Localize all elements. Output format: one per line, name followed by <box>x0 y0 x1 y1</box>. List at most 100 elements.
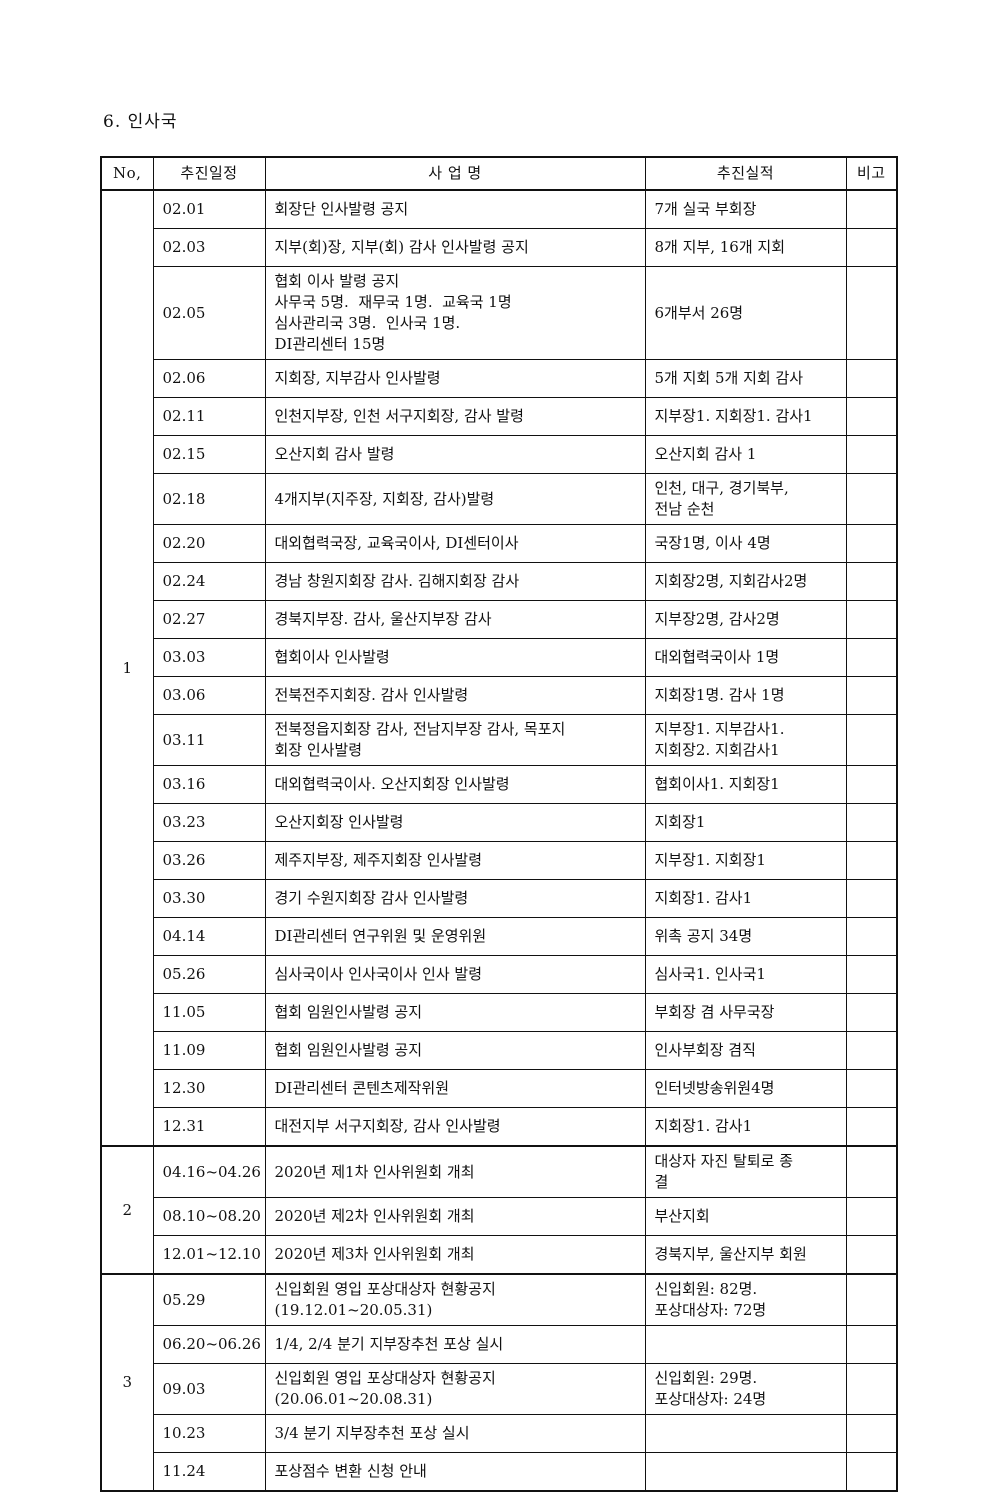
schedule-cell: 02.15 <box>152 435 266 474</box>
result-cell: 8개 지부, 16개 지회 <box>644 228 847 267</box>
schedule-cell: 02.27 <box>152 600 266 639</box>
result-cell: 협회이사1. 지회장1 <box>644 765 847 804</box>
table-row: 12.01~12.10 2020년 제3차 인사위원회 개최 경북지부, 울산지부 … <box>101 1235 898 1275</box>
project-cell: 대외협력국이사. 오산지회장 인사발령 <box>264 765 646 804</box>
schedule-cell: 03.03 <box>152 638 266 677</box>
table-row: 03.26 제주지부장, 제주지회장 인사발령 지부장1. 지회장1 <box>101 841 898 880</box>
result-cell: 경북지부, 울산지부 회원 <box>644 1235 847 1275</box>
table-row: 02.11 인천지부장, 인천 서구지회장, 감사 발령 지부장1. 지회장1. 감… <box>101 397 898 436</box>
note-cell <box>845 841 898 880</box>
schedule-cell: 04.14 <box>152 917 266 956</box>
table-row: 03.23 오산지회장 인사발령 지회장1 <box>101 803 898 842</box>
project-cell: 3/4 분기 지부장추천 포상 실시 <box>264 1414 646 1453</box>
schedule-cell: 02.24 <box>152 562 266 601</box>
note-cell <box>845 1107 898 1147</box>
result-cell: 지회장2명, 지회감사2명 <box>644 562 847 601</box>
note-cell <box>845 1235 898 1275</box>
table-row: 11.05 협회 임원인사발령 공지 부회장 겸 사무국장 <box>101 993 898 1032</box>
project-cell: 경북지부장. 감사, 울산지부장 감사 <box>264 600 646 639</box>
result-cell <box>644 1452 847 1492</box>
header-project: 사 업 명 <box>264 156 646 191</box>
result-cell: 국장1명, 이사 4명 <box>644 524 847 563</box>
result-cell: 지회장1. 감사1 <box>644 1107 847 1147</box>
table-row: 02.06 지회장, 지부감사 인사발령 5개 지회 5개 지회 감사 <box>101 359 898 398</box>
schedule-cell: 05.29 <box>152 1273 266 1326</box>
result-cell: 지회장1 <box>644 803 847 842</box>
table-row: 11.24 포상점수 변환 신청 안내 <box>101 1452 898 1492</box>
note-cell <box>845 1363 898 1415</box>
result-cell: 7개 실국 부회장 <box>644 189 847 229</box>
note-cell <box>845 1197 898 1236</box>
project-cell: 2020년 제3차 인사위원회 개최 <box>264 1235 646 1275</box>
result-cell: 인터넷방송위원4명 <box>644 1069 847 1108</box>
table-row: 09.03 신입회원 영입 포상대상자 현황공지 (20.06.01~20.08.… <box>101 1363 898 1415</box>
project-cell: 협회 이사 발령 공지 사무국 5명. 재무국 1명. 교육국 1명 심사관리국… <box>264 266 646 360</box>
page-title: 6. 인사국 <box>103 112 178 132</box>
group-number-cell: 3 <box>100 1273 154 1492</box>
header-result: 추진실적 <box>644 156 847 191</box>
note-cell <box>845 1069 898 1108</box>
result-cell: 지부장2명, 감사2명 <box>644 600 847 639</box>
result-cell: 인사부회장 겸직 <box>644 1031 847 1070</box>
table-row: 03.11 전북정읍지회장 감사, 전남지부장 감사, 목포지 회장 인사발령 지부… <box>101 714 898 766</box>
schedule-cell: 03.11 <box>152 714 266 766</box>
table-row: 12.30 DI관리센터 콘텐츠제작위원 인터넷방송위원4명 <box>101 1069 898 1108</box>
schedule-cell: 02.06 <box>152 359 266 398</box>
schedule-cell: 02.11 <box>152 397 266 436</box>
table-row: 02.18 4개지부(지주장, 지회장, 감사)발령 인천, 대구, 경기북부, 전… <box>101 473 898 525</box>
table-row: 06.20~06.26 1/4, 2/4 분기 지부장추천 포상 실시 <box>101 1325 898 1364</box>
table-row: 12.31 대전지부 서구지회장, 감사 인사발령 지회장1. 감사1 <box>101 1107 898 1147</box>
main-table: No, 추진일정 사 업 명 추진실적 비고 1 02.01 회장단 인사발령 공지… <box>100 156 898 1492</box>
project-cell: 경기 수원지회장 감사 인사발령 <box>264 879 646 918</box>
note-cell <box>845 435 898 474</box>
table-header: No, 추진일정 사 업 명 추진실적 비고 <box>100 156 898 191</box>
header-no: No, <box>100 156 154 191</box>
table-row: 02.27 경북지부장. 감사, 울산지부장 감사 지부장2명, 감사2명 <box>101 600 898 639</box>
table-row: 11.09 협회 임원인사발령 공지 인사부회장 겸직 <box>101 1031 898 1070</box>
note-cell <box>845 266 898 360</box>
project-cell: 신입회원 영입 포상대상자 현황공지 (20.06.01~20.08.31) <box>264 1363 646 1415</box>
result-cell: 대상자 자진 탈퇴로 종 결 <box>644 1145 847 1198</box>
table-row: 03.30 경기 수원지회장 감사 인사발령 지회장1. 감사1 <box>101 879 898 918</box>
note-cell <box>845 1273 898 1326</box>
project-cell: 회장단 인사발령 공지 <box>264 189 646 229</box>
table-row: 08.10~08.20 2020년 제2차 인사위원회 개최 부산지회 <box>101 1197 898 1236</box>
group-1: 1 02.01 회장단 인사발령 공지 7개 실국 부회장 02.03 지부(회)장, 지… <box>100 189 898 1147</box>
schedule-cell: 09.03 <box>152 1363 266 1415</box>
schedule-cell: 12.30 <box>152 1069 266 1108</box>
project-cell: 전북전주지회장. 감사 인사발령 <box>264 676 646 715</box>
schedule-cell: 06.20~06.26 <box>152 1325 266 1364</box>
note-cell <box>845 473 898 525</box>
result-cell: 대외협력국이사 1명 <box>644 638 847 677</box>
project-cell: 협회이사 인사발령 <box>264 638 646 677</box>
note-cell <box>845 1414 898 1453</box>
result-cell: 부회장 겸 사무국장 <box>644 993 847 1032</box>
project-cell: 대전지부 서구지회장, 감사 인사발령 <box>264 1107 646 1147</box>
project-cell: 제주지부장, 제주지회장 인사발령 <box>264 841 646 880</box>
result-cell: 오산지회 감사 1 <box>644 435 847 474</box>
note-cell <box>845 359 898 398</box>
project-cell: 협회 임원인사발령 공지 <box>264 993 646 1032</box>
result-cell: 심사국1. 인사국1 <box>644 955 847 994</box>
result-cell <box>644 1325 847 1364</box>
group-3: 3 05.29 신입회원 영입 포상대상자 현황공지 (19.12.01~20.05… <box>100 1273 898 1492</box>
table-row: 2 04.16~04.26 2020년 제1차 인사위원회 개최 대상자 자진 탈퇴로… <box>100 1145 898 1275</box>
table-row: 03.03 협회이사 인사발령 대외협력국이사 1명 <box>101 638 898 677</box>
project-cell: 1/4, 2/4 분기 지부장추천 포상 실시 <box>264 1325 646 1364</box>
result-cell <box>644 1414 847 1453</box>
project-cell: 오산지회 감사 발령 <box>264 435 646 474</box>
schedule-cell: 02.18 <box>152 473 266 525</box>
note-cell <box>845 676 898 715</box>
header-schedule: 추진일정 <box>152 156 266 191</box>
project-cell: 경남 창원지회장 감사. 김해지회장 감사 <box>264 562 646 601</box>
project-cell: 오산지회장 인사발령 <box>264 803 646 842</box>
result-cell: 지부장1. 지회장1 <box>644 841 847 880</box>
result-cell: 6개부서 26명 <box>644 266 847 360</box>
schedule-cell: 10.23 <box>152 1414 266 1453</box>
result-cell: 지부장1. 지부감사1. 지회장2. 지회감사1 <box>644 714 847 766</box>
table-row: 10.23 3/4 분기 지부장추천 포상 실시 <box>101 1414 898 1453</box>
schedule-cell: 02.03 <box>152 228 266 267</box>
result-cell: 지회장1. 감사1 <box>644 879 847 918</box>
project-cell: 4개지부(지주장, 지회장, 감사)발령 <box>264 473 646 525</box>
result-cell: 지부장1. 지회장1. 감사1 <box>644 397 847 436</box>
